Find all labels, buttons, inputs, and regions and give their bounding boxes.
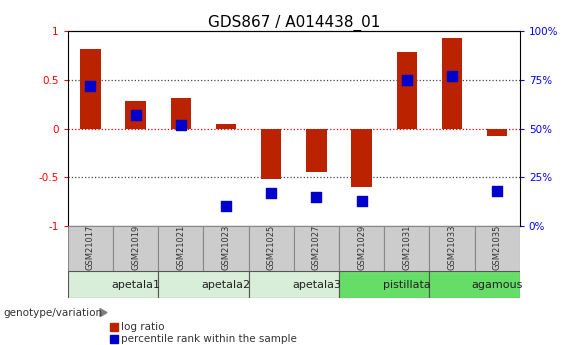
Text: log ratio: log ratio [121,322,164,332]
Point [131,112,140,118]
Bar [203,226,249,271]
Text: GSM21019: GSM21019 [131,225,140,270]
Point [493,188,502,194]
Bar [249,226,294,271]
Bar [249,271,339,298]
Bar [351,128,372,187]
Bar [80,49,101,128]
Bar [294,226,339,271]
Bar [125,101,146,128]
Point [176,122,185,127]
Bar [68,226,113,271]
Bar [158,271,249,298]
Bar [442,38,462,128]
Bar [110,323,118,331]
Polygon shape [100,308,107,317]
Point [402,77,411,82]
Point [312,194,321,199]
Text: GSM21035: GSM21035 [493,225,502,270]
Bar [306,128,327,172]
Text: GSM21025: GSM21025 [267,225,276,270]
Text: percentile rank within the sample: percentile rank within the sample [121,334,297,344]
Text: GSM21029: GSM21029 [357,225,366,270]
Text: genotype/variation: genotype/variation [3,308,102,318]
Point [86,83,95,88]
Bar [113,226,158,271]
Bar [429,271,520,298]
Point [447,73,457,79]
Text: GSM21021: GSM21021 [176,225,185,270]
Bar [339,226,384,271]
Point [267,190,276,196]
Text: GSM21033: GSM21033 [447,225,457,270]
Bar [110,335,118,343]
Text: GSM21031: GSM21031 [402,225,411,270]
Title: GDS867 / A014438_01: GDS867 / A014438_01 [207,15,380,31]
Point [221,204,231,209]
Bar [397,52,417,128]
Bar [261,128,281,179]
Bar [158,226,203,271]
Text: GSM21023: GSM21023 [221,225,231,270]
Point [357,198,366,204]
Bar [475,226,520,271]
Text: apetala1: apetala1 [111,280,160,289]
Bar [171,98,191,128]
Text: GSM21027: GSM21027 [312,225,321,270]
Bar [429,226,475,271]
Text: apetala3: apetala3 [292,280,341,289]
Bar [68,271,158,298]
Bar [384,226,429,271]
Text: GSM21017: GSM21017 [86,225,95,270]
Text: agamous: agamous [472,280,523,289]
Bar [216,124,236,128]
Bar [487,128,507,136]
Text: apetala2: apetala2 [202,280,250,289]
Bar [339,271,429,298]
Text: pistillata: pistillata [383,280,431,289]
